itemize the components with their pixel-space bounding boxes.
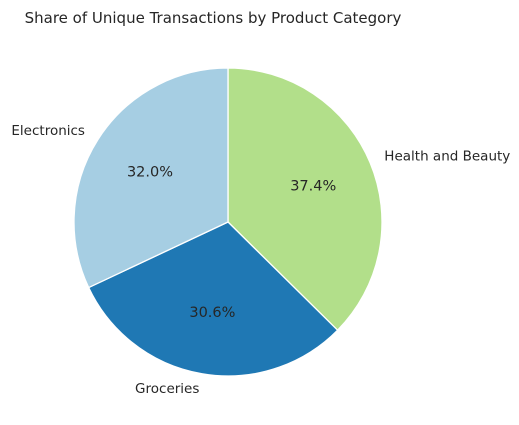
pie-slice-groceries — [87, 221, 339, 377]
percent-label-groceries: 30.6% — [189, 305, 235, 321]
category-label-health-and-beauty: Health and Beauty — [384, 149, 510, 165]
pie-slice-health-and-beauty — [227, 67, 383, 332]
chart-title: Share of Unique Transactions by Product … — [25, 9, 402, 27]
pie-slice-electronics — [73, 67, 229, 289]
percent-label-electronics: 32.0% — [127, 164, 173, 180]
percent-label-health-and-beauty: 37.4% — [290, 178, 336, 194]
pie-slices — [73, 67, 383, 377]
pie-labels: Health and Beauty 37.4% Groceries 30.6% Elec… — [11, 123, 510, 397]
category-label-electronics: Electronics — [11, 123, 85, 139]
category-label-groceries: Groceries — [135, 381, 199, 397]
